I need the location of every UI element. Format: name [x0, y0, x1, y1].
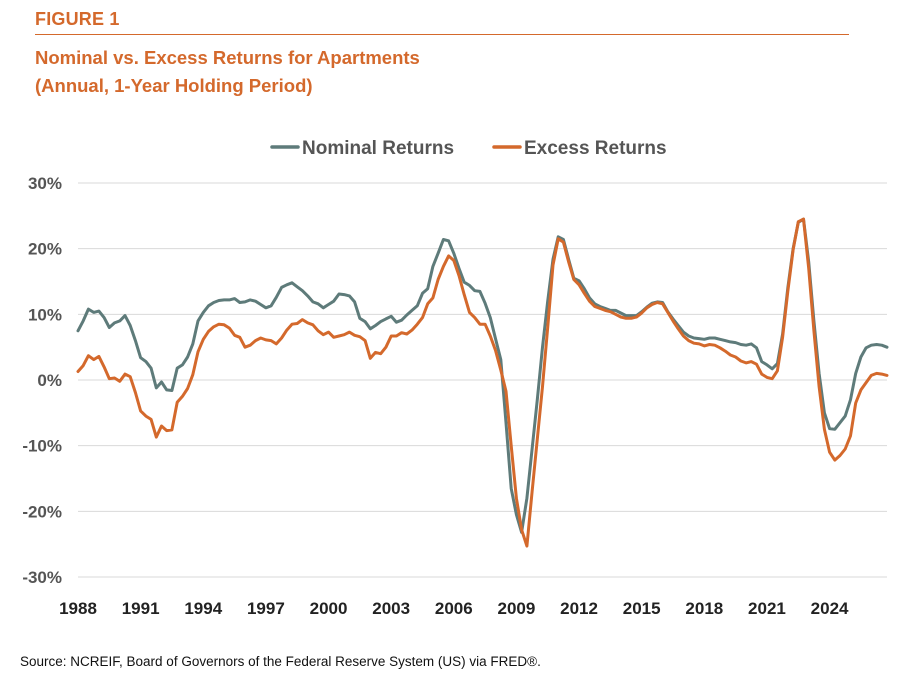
y-tick-label: -20%: [22, 502, 62, 521]
y-tick-label: -10%: [22, 437, 62, 456]
x-tick-label: 2015: [623, 599, 661, 618]
x-tick-label: 1988: [59, 599, 97, 618]
x-tick-label: 1991: [122, 599, 160, 618]
x-tick-label: 2024: [811, 599, 849, 618]
y-tick-label: -30%: [22, 568, 62, 587]
y-tick-label: 30%: [28, 174, 62, 193]
x-tick-label: 2003: [372, 599, 410, 618]
x-tick-label: 2006: [435, 599, 473, 618]
line-chart: 30% 20% 10% 0% -10% -20% -30% 1988 1991 1994 1997…: [22, 138, 889, 618]
legend-label: Nominal Returns: [302, 138, 454, 159]
legend-label: Excess Returns: [524, 138, 667, 159]
series-line-excess-returns: [76, 217, 889, 548]
figure-label: FIGURE 1: [35, 9, 120, 29]
y-tick-label: 10%: [28, 305, 62, 324]
x-axis-ticks: 1988 1991 1994 1997 2000 2003 2006 2009 2012 2015…: [59, 599, 849, 618]
series-lines: [76, 217, 889, 548]
x-tick-label: 2012: [560, 599, 598, 618]
gridlines: [78, 182, 887, 578]
series-line-nominal-returns: [76, 217, 889, 534]
x-tick-label: 2018: [685, 599, 723, 618]
source-note: Source: NCREIF, Board of Governors of th…: [20, 654, 541, 669]
chart-title-line-1: Nominal vs. Excess Returns for Apartment…: [35, 47, 420, 68]
x-tick-label: 2009: [498, 599, 536, 618]
x-tick-label: 1997: [247, 599, 285, 618]
x-tick-label: 2000: [310, 599, 348, 618]
y-tick-label: 20%: [28, 240, 62, 259]
chart-title: Nominal vs. Excess Returns for Apartment…: [35, 44, 420, 100]
chart-title-line-2: (Annual, 1-Year Holding Period): [35, 75, 313, 96]
x-tick-label: 1994: [184, 599, 222, 618]
legend: Nominal Returns Excess Returns: [270, 138, 667, 159]
y-tick-label: 0%: [37, 371, 62, 390]
y-axis-ticks: 30% 20% 10% 0% -10% -20% -30%: [22, 174, 62, 587]
title-divider: [35, 34, 849, 35]
x-tick-label: 2021: [748, 599, 786, 618]
